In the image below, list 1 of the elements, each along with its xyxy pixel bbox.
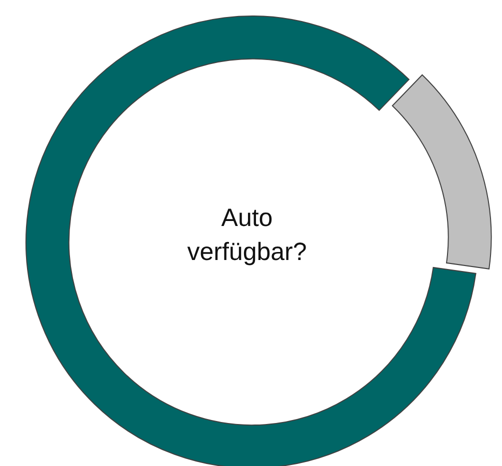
- text: Auto verfügbar?: [186, 203, 308, 268]
